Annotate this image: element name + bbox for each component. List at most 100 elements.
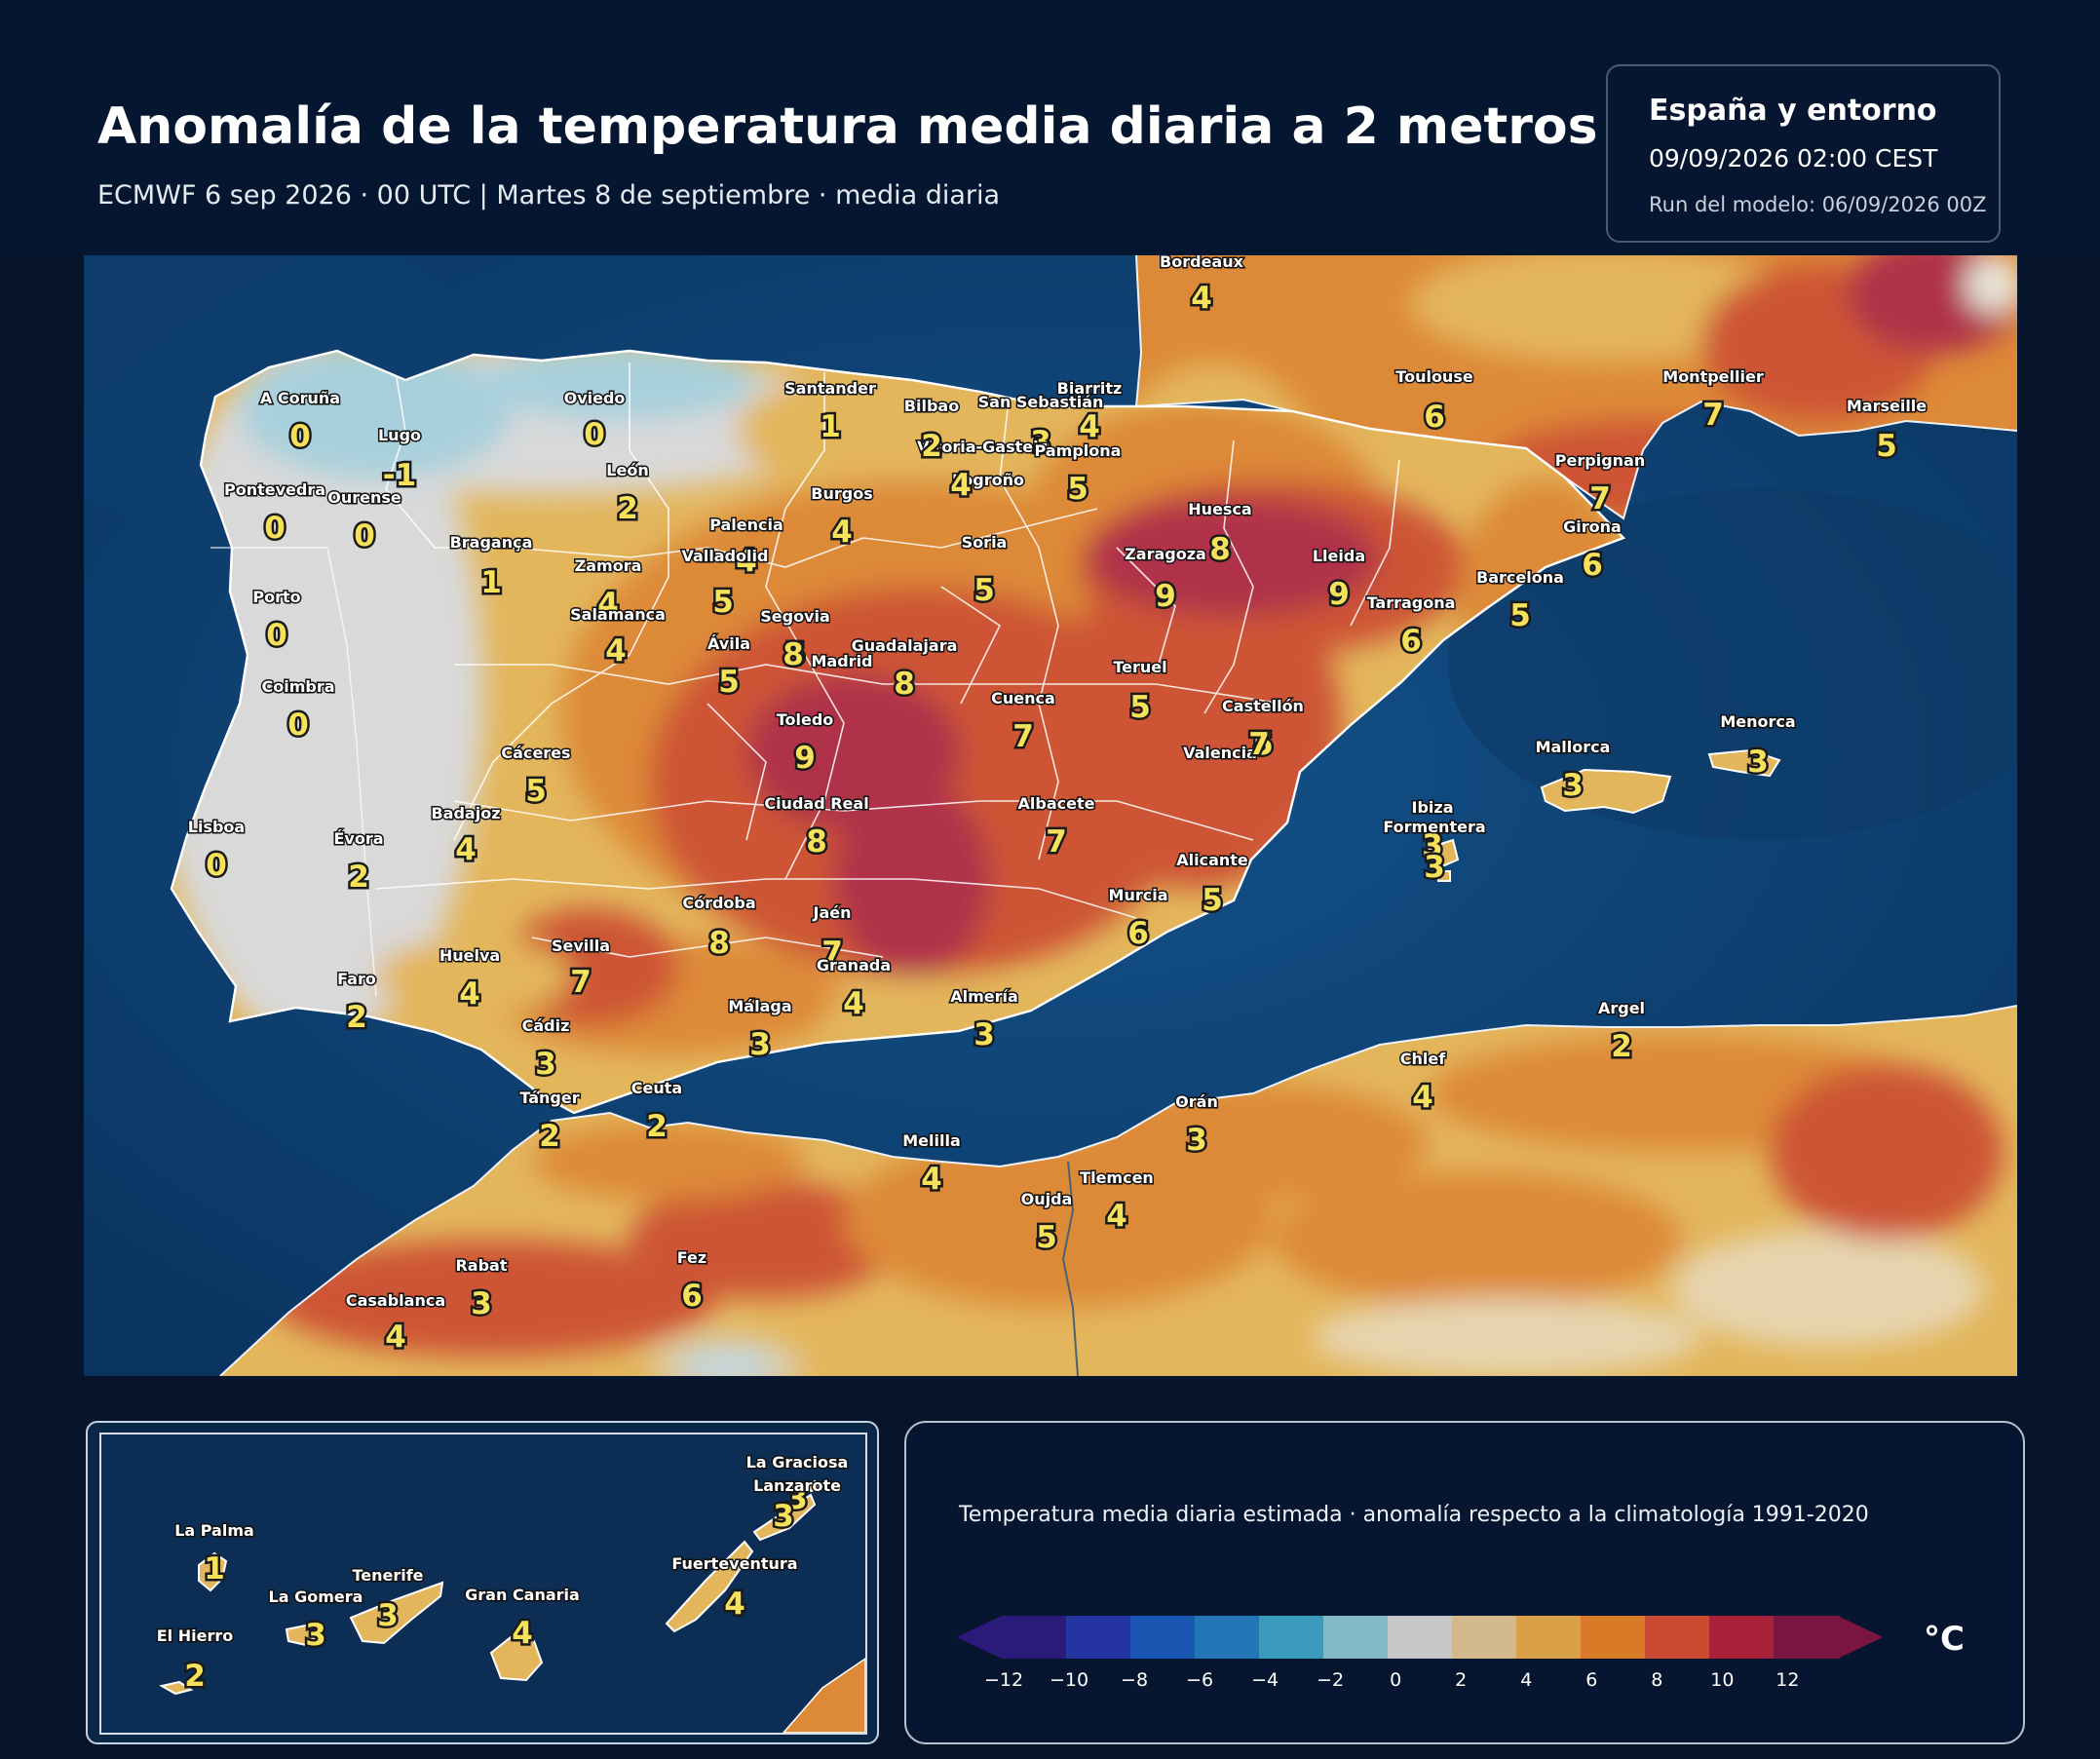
info-valid-time: 09/09/2026 02:00 CEST bbox=[1649, 144, 1938, 172]
anomaly-value-toledo: 9 bbox=[794, 741, 816, 776]
city-label-almeria: Almería bbox=[950, 987, 1018, 1006]
anomaly-value-teruel: 5 bbox=[1129, 690, 1151, 725]
anomaly-value-valladolid: 5 bbox=[712, 585, 734, 620]
anomaly-value-rabat: 3 bbox=[471, 1286, 492, 1321]
france-coastline bbox=[1134, 255, 2017, 520]
anomaly-value-tlemcen: 4 bbox=[1106, 1199, 1127, 1234]
colorbar-swatch bbox=[1130, 1616, 1196, 1659]
anomaly-value-cadiz: 3 bbox=[535, 1047, 556, 1082]
colorbar-swatch bbox=[1388, 1616, 1453, 1659]
city-label-mallorca: Mallorca bbox=[1536, 738, 1611, 756]
anomaly-value-albacete: 7 bbox=[1046, 824, 1067, 860]
city-label-zaragoza: Zaragoza bbox=[1125, 545, 1206, 563]
colorbar-swatch bbox=[1066, 1616, 1131, 1659]
colorbar-tick-label: −12 bbox=[984, 1669, 1023, 1691]
anomaly-value-oviedo: 0 bbox=[584, 417, 605, 452]
canary-islands-inset[interactable]: La Graciosa 3 Lanzarote 3 La Palma 1 Fuerteven… bbox=[86, 1421, 879, 1744]
city-label-melilla: Melilla bbox=[902, 1131, 961, 1150]
city-label-argel: Argel bbox=[1598, 999, 1645, 1017]
anomaly-value-casablanca: 4 bbox=[385, 1319, 406, 1355]
legend-panel: Temperatura media diaria estimada · anom… bbox=[904, 1421, 2025, 1744]
island-label-gran-canaria: Gran Canaria bbox=[465, 1586, 580, 1604]
anomaly-value-argel: 2 bbox=[1611, 1029, 1632, 1064]
city-label-cadiz: Cádiz bbox=[522, 1016, 570, 1035]
anomaly-value-pamplona: 5 bbox=[1067, 472, 1088, 507]
anomaly-value-bilbao: 2 bbox=[921, 429, 942, 464]
city-label-granada: Granada bbox=[817, 956, 891, 975]
anomaly-value-cordoba: 8 bbox=[708, 926, 730, 961]
island-la-palma bbox=[198, 1551, 228, 1592]
anomaly-value-palencia: 4 bbox=[736, 544, 757, 579]
city-label-braganca: Bragança bbox=[450, 533, 533, 552]
city-label-lugo: Lugo bbox=[378, 426, 421, 444]
island-label-lanzarote: Lanzarote bbox=[753, 1476, 841, 1495]
anomaly-value-faro: 2 bbox=[346, 1000, 367, 1035]
anomaly-value-ourense: 0 bbox=[354, 518, 375, 554]
city-label-madrid: Madrid bbox=[812, 652, 873, 670]
anomaly-value-valencia: 7 bbox=[1248, 727, 1270, 762]
anomaly-value-lugo: -1 bbox=[383, 458, 416, 493]
info-box: España y entorno 09/09/2026 02:00 CEST R… bbox=[1606, 64, 2001, 243]
colorbar-swatch bbox=[1774, 1616, 1839, 1659]
city-label-bilbao: Bilbao bbox=[904, 397, 959, 415]
city-label-pontevedra: Pontevedra bbox=[224, 480, 325, 499]
city-label-marseille: Marseille bbox=[1847, 397, 1927, 415]
anomaly-value-burgos: 4 bbox=[831, 515, 853, 550]
anomaly-value-chlef: 4 bbox=[1412, 1080, 1433, 1115]
iberia-coastline bbox=[170, 349, 1626, 1115]
city-label-casablanca: Casablanca bbox=[346, 1291, 445, 1310]
island-fuerteventura bbox=[665, 1540, 754, 1633]
city-label-bordeaux: Bordeaux bbox=[1160, 255, 1244, 271]
city-label-formentera: Formentera bbox=[1383, 818, 1485, 836]
colorbar: −12 −10 −8 −6 −4 −2 0 2 4 6 8 10 12 bbox=[957, 1616, 1883, 1691]
city-label-valladolid: Valladolid bbox=[682, 547, 769, 565]
colorbar-tick-label: −10 bbox=[1050, 1669, 1088, 1691]
anomaly-value-malaga: 3 bbox=[749, 1027, 771, 1062]
city-label-huesca: Huesca bbox=[1188, 500, 1251, 518]
sea-depth bbox=[1448, 489, 2017, 840]
colorbar-swatch bbox=[1323, 1616, 1389, 1659]
colorbar-tick-label: −8 bbox=[1121, 1669, 1148, 1691]
city-label-alicante: Alicante bbox=[1176, 851, 1248, 869]
info-region: España y entorno bbox=[1649, 94, 1937, 128]
city-label-teruel: Teruel bbox=[1113, 658, 1166, 676]
anomaly-value-sevilla: 7 bbox=[570, 965, 592, 1000]
anomaly-value-oujda: 5 bbox=[1036, 1220, 1057, 1255]
anomaly-value-porto: 0 bbox=[266, 618, 287, 653]
anomaly-value-huelva: 4 bbox=[459, 976, 480, 1012]
city-label-avila: Ávila bbox=[707, 634, 750, 653]
island-value-tenerife: 3 bbox=[377, 1598, 399, 1633]
legend-caption: Temperatura media diaria estimada · anom… bbox=[959, 1503, 1869, 1527]
anomaly-value-menorca: 3 bbox=[1747, 745, 1769, 780]
map-canvas: Bordeaux 4 A Coruña 0 Oviedo 0 Santander 1 Bilba… bbox=[84, 255, 2017, 1376]
iberia-anomaly bbox=[172, 351, 1623, 1113]
city-label-coimbra: Coimbra bbox=[261, 677, 334, 696]
city-label-soria: Soria bbox=[962, 533, 1008, 552]
city-label-barcelona: Barcelona bbox=[1476, 568, 1564, 587]
island-label-la-palma: La Palma bbox=[174, 1521, 254, 1540]
city-label-porto: Porto bbox=[252, 588, 300, 606]
city-label-segovia: Segovia bbox=[760, 607, 830, 626]
anomaly-value-lisboa: 0 bbox=[206, 848, 227, 883]
city-label-vitoria-gasteiz: Vitoria-Gasteiz bbox=[917, 438, 1048, 456]
island-value-la-palma: 1 bbox=[204, 1551, 225, 1587]
island-lanzarote bbox=[752, 1493, 817, 1542]
page-subtitle: ECMWF 6 sep 2026 · 00 UTC | Martes 8 de … bbox=[97, 180, 1001, 210]
city-label-santander: Santander bbox=[784, 379, 876, 398]
city-label-tlemcen: Tlemcen bbox=[1080, 1168, 1154, 1187]
city-label-albacete: Albacete bbox=[1018, 794, 1095, 813]
balearic-islands bbox=[1427, 748, 1781, 882]
colorbar-arrow-high bbox=[1838, 1616, 1883, 1659]
city-label-menorca: Menorca bbox=[1720, 712, 1795, 731]
header: Anomalía de la temperatura media diaria … bbox=[0, 0, 2100, 255]
anomaly-value-almeria: 3 bbox=[974, 1017, 995, 1052]
main-map[interactable]: Bordeaux 4 A Coruña 0 Oviedo 0 Santander 1 Bilba… bbox=[84, 255, 2017, 1376]
colorbar-swatch bbox=[1195, 1616, 1260, 1659]
island-el-hierro bbox=[159, 1680, 194, 1696]
anomaly-value-braganca: 1 bbox=[480, 565, 502, 600]
anomaly-value-segovia: 5 bbox=[784, 637, 806, 672]
city-label-sevilla: Sevilla bbox=[552, 937, 610, 955]
anomaly-value-melilla: 4 bbox=[921, 1162, 942, 1197]
